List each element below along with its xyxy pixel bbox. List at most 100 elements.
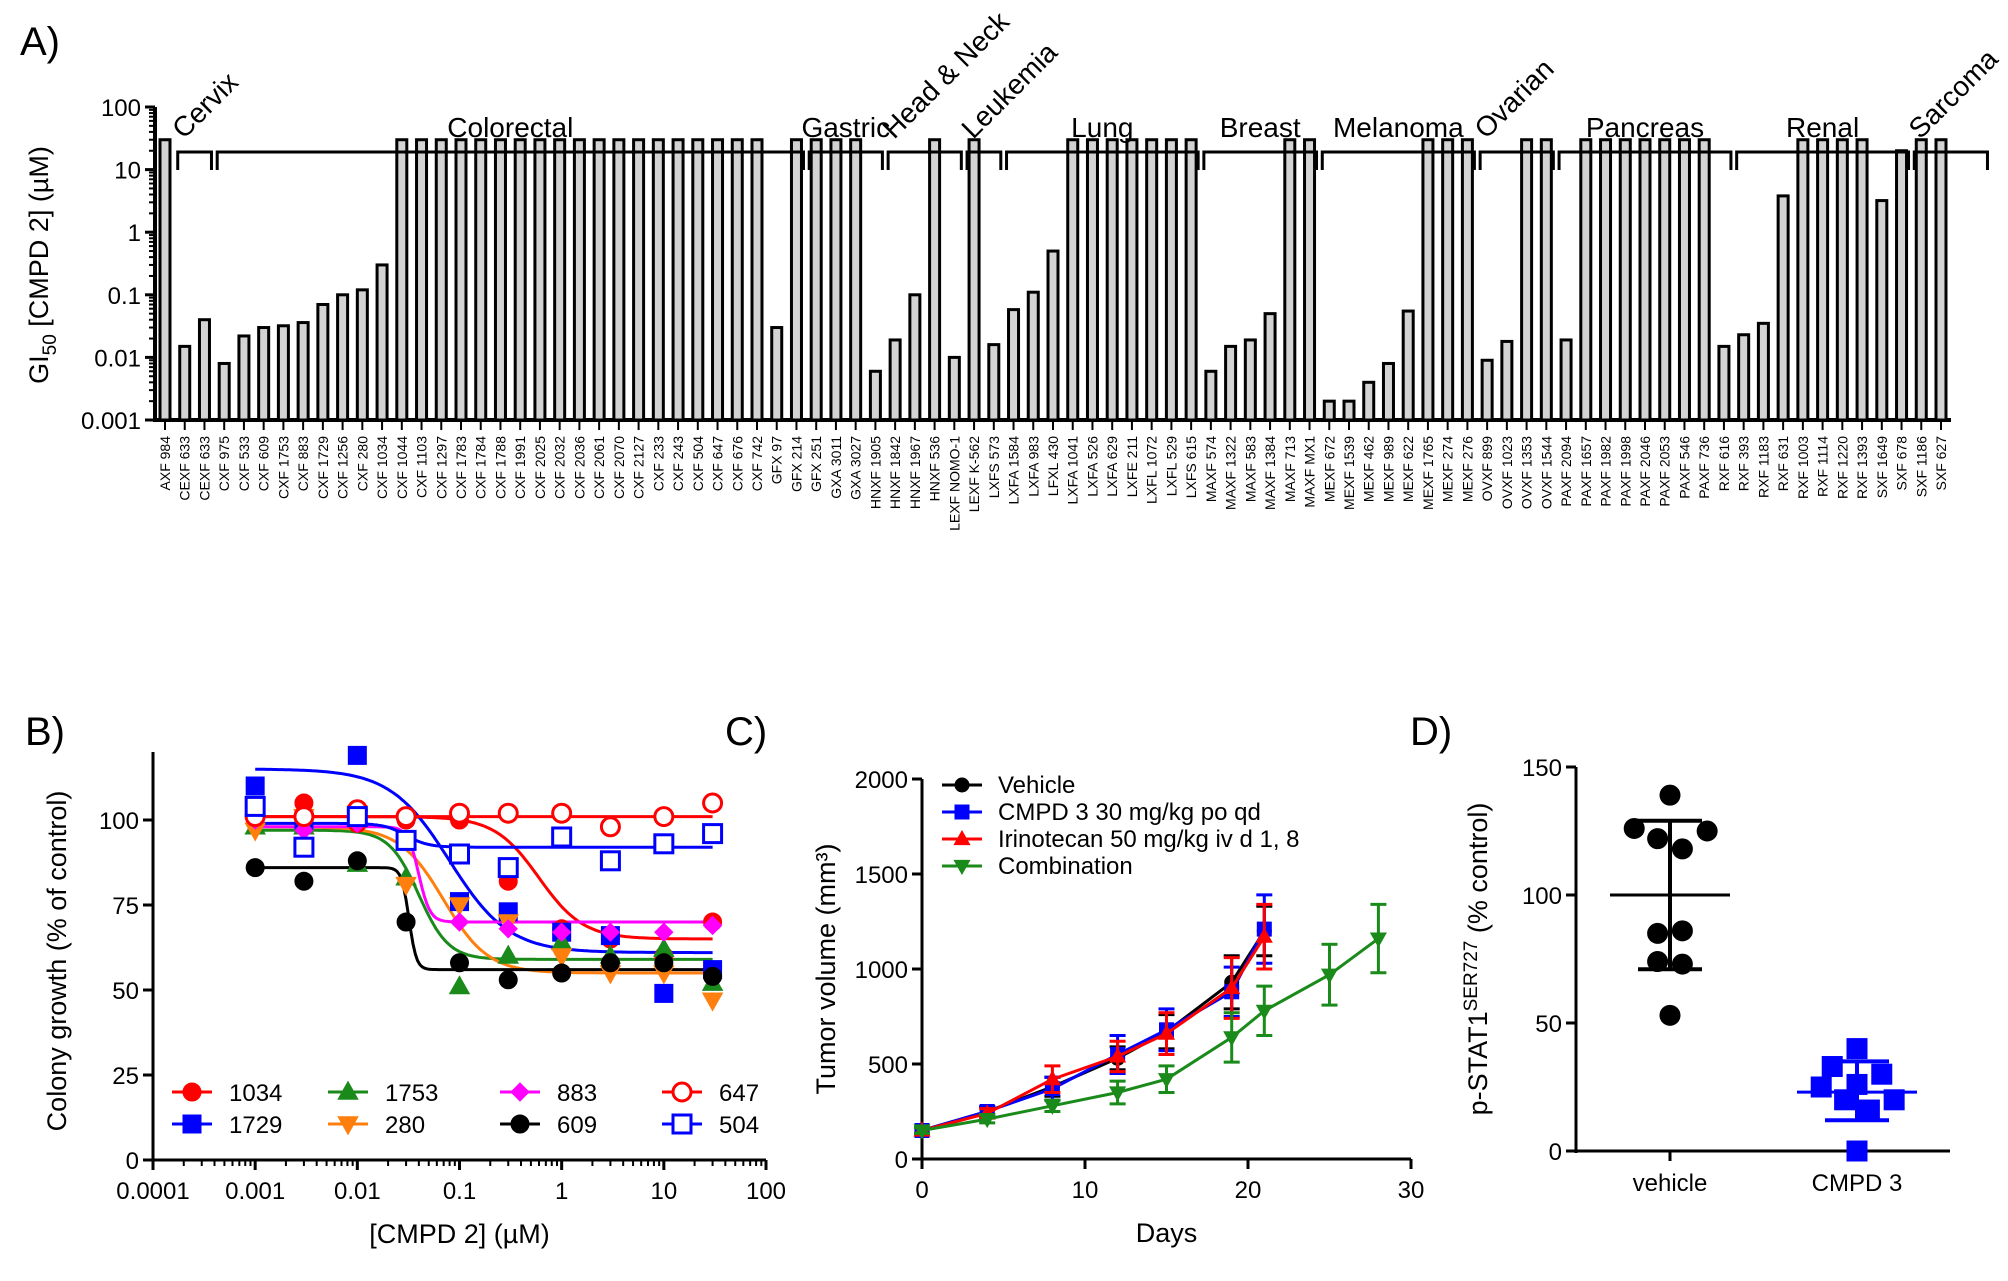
x-tick-label: 0.1 [443,1178,476,1205]
bar [1283,138,1297,422]
x-tick-label: 10 [1072,1177,1099,1204]
bar [1875,199,1889,422]
bar [1007,308,1021,422]
bar [1066,138,1080,422]
bar [1362,380,1376,422]
legend-label: 504 [719,1112,759,1139]
data-point-vehicle [1647,951,1669,973]
bar [572,138,586,422]
data-point-647 [653,806,675,828]
x-tick-label: 10 [650,1178,677,1205]
group-bracket [1478,150,1555,170]
x-tick-label: CXF 1729 [315,436,331,499]
data-point [913,1124,931,1140]
y-tick-label: 500 [868,1052,908,1079]
x-tick-label: CXF 2036 [571,436,587,499]
data-point-504 [702,823,724,845]
x-tick-label: MAXF 583 [1242,436,1258,502]
data-point-280 [448,897,471,917]
legend-marker [953,829,971,846]
y-tick-label: 10 [114,158,141,185]
bar [1184,138,1198,422]
bar [947,355,961,422]
y-tick-label: 1 [128,220,141,247]
x-axis-title: Days [1136,1218,1198,1248]
x-tick-label: CXF 883 [295,436,311,491]
bar [809,138,823,422]
legend-label: 647 [719,1080,759,1107]
x-tick-label: CXF 1991 [512,436,528,499]
group-bracket [176,150,213,170]
group-bracket [1557,150,1733,170]
data-point-647 [497,802,519,824]
series-line-2 [921,935,1266,1132]
x-tick-label: OVXF 1544 [1538,436,1554,509]
x-tick-label: CXF 1788 [492,436,508,499]
y-tick-label: 50 [1535,1011,1562,1038]
x-tick-label: LXFA 983 [1025,436,1041,497]
group-bracket [1202,150,1319,170]
data-point-vehicle [1671,920,1693,942]
x-tick-label: RXF 616 [1716,436,1732,491]
bar [1145,138,1159,422]
bar [454,138,468,422]
x-tick-label: PAXF 1657 [1578,436,1594,507]
data-point-vehicle [1671,838,1693,860]
data-point-CMPD 3 [1846,1140,1868,1162]
data-point-883 [702,915,723,936]
group-label: Sarcoma [1903,43,2004,144]
x-tick-label: LXFS 615 [1183,436,1199,498]
x-tick-label: 30 [1398,1177,1425,1204]
x-tick-label: LXFA 526 [1084,436,1100,497]
bar [1342,399,1356,422]
group-bracket [1005,150,1200,170]
x-tick-label: LXFA 629 [1104,436,1120,497]
x-tick-label: CXF 2070 [611,436,627,499]
data-point-504 [653,833,675,855]
x-tick-label: LXFL 1072 [1144,436,1160,504]
y-tick-label: 0.001 [81,408,141,435]
bar [1421,138,1435,422]
data-point-609 [450,953,469,973]
bar [651,138,665,422]
bar [158,138,172,422]
bar [730,138,744,422]
x-tick-label: 0.0001 [116,1178,189,1205]
bar [1026,290,1040,422]
bar [493,138,507,422]
bar [1500,339,1514,422]
bar [1756,321,1770,422]
data-point-CMPD 3 [1810,1076,1832,1098]
bar [296,321,310,422]
data-point [978,1113,996,1129]
data-point-609 [703,966,723,986]
y-tick-label: 1000 [855,957,908,984]
bar [1816,138,1830,422]
bar [671,138,685,422]
x-tick-label: CXF 533 [236,436,252,491]
data-point [1320,968,1339,984]
y-tick-label: 100 [1522,883,1562,910]
bar [691,138,705,422]
data-point-280 [550,948,573,968]
data-point-CMPD 3 [1846,1038,1868,1060]
bar [1658,138,1672,422]
bar [1618,138,1632,422]
bar [1776,194,1790,422]
x-tick-label: 20 [1235,1177,1262,1204]
y-tick-label: 1500 [855,862,908,889]
x-tick-label: PAXF 736 [1696,436,1712,499]
x-tick-label: MEXF 1539 [1341,436,1357,510]
data-point-883 [498,919,518,939]
fit-curve-504 [255,821,713,849]
legend-marker-609 [510,1114,530,1134]
x-axis-title: [CMPD 2] (µM) [369,1219,550,1249]
data-point [1157,1024,1176,1040]
bar [1677,138,1691,422]
group-bracket [1735,150,1911,170]
group-label: Gastric [801,112,890,143]
bar [474,138,488,422]
y-tick-label: 0.1 [108,283,141,310]
legend-label: 609 [557,1112,597,1139]
fit-curve-883 [255,825,713,924]
